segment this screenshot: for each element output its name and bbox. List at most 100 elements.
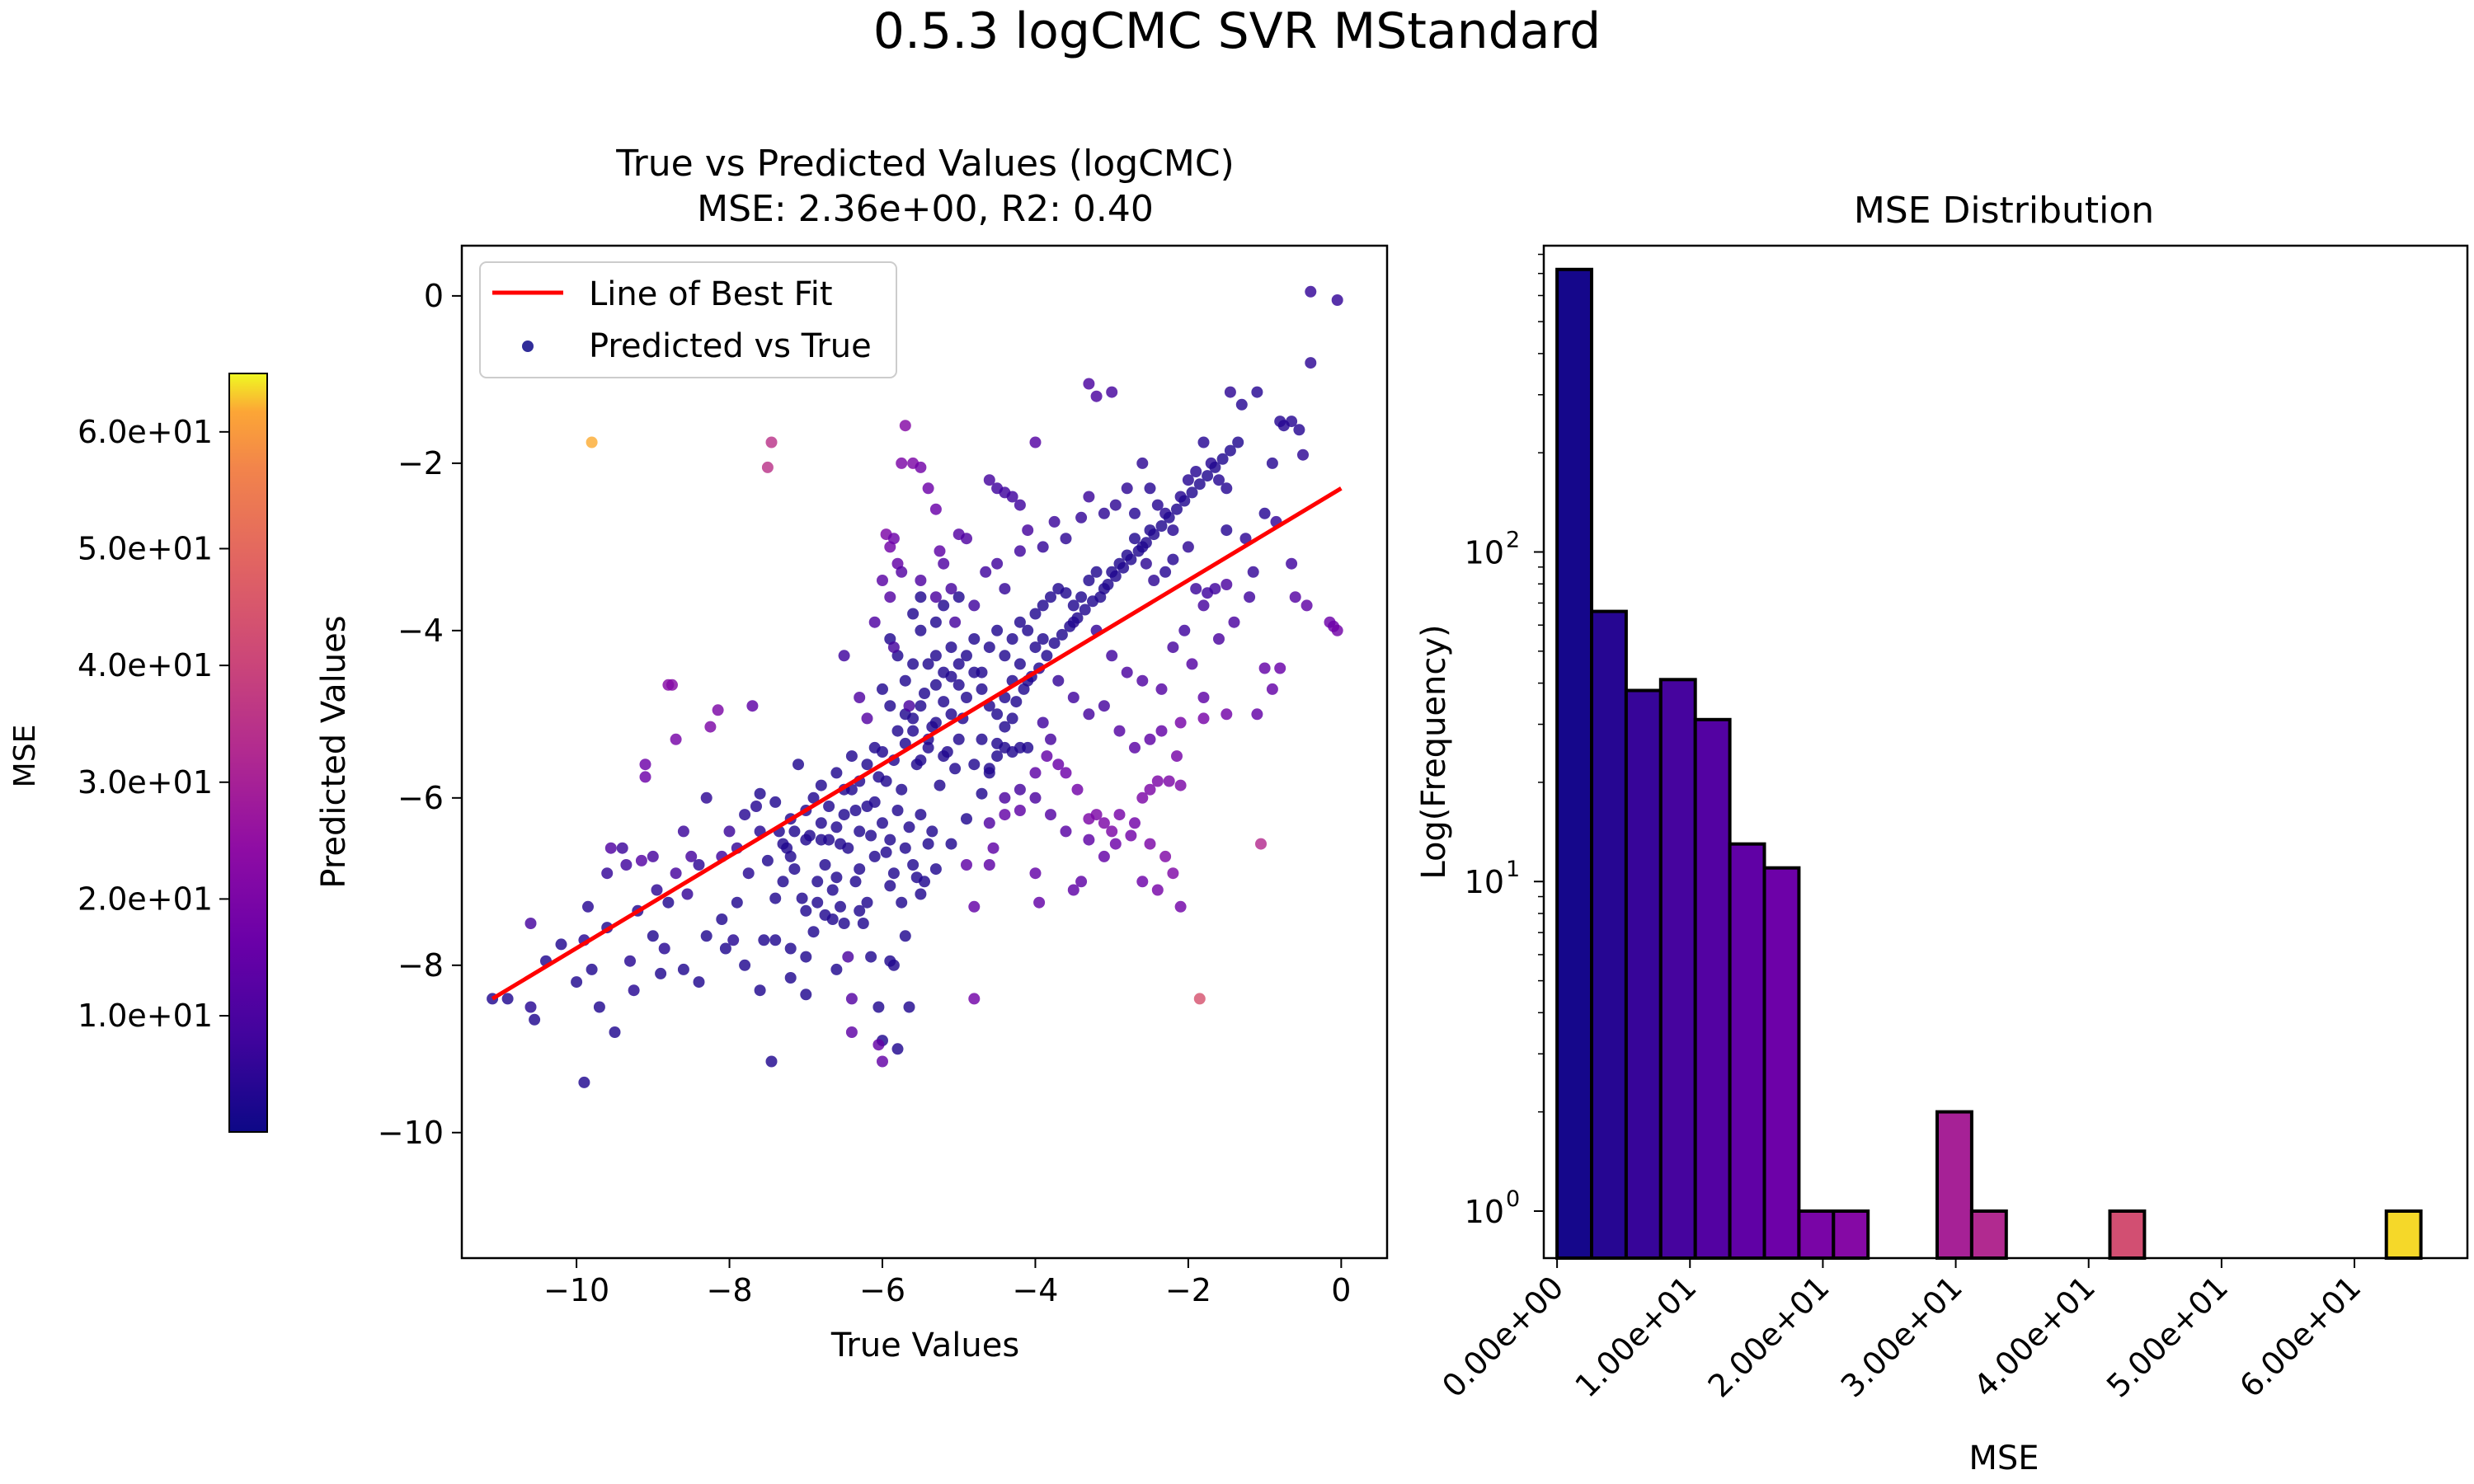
scatter-point [1083,834,1095,846]
scatter-point [830,821,843,834]
scatter-point [677,963,689,975]
scatter-point [941,746,953,758]
scatter-point [1079,603,1091,616]
scatter-x-tick-label: 0 [1331,1272,1351,1308]
scatter-point [1221,579,1233,590]
scatter-point [891,805,904,816]
scatter-point [968,993,981,1005]
scatter-point [807,791,820,804]
scatter-point [915,575,927,586]
histogram-y-tick-label: 10 [1465,864,1504,900]
scatter-point [899,842,911,854]
scatter-point [571,976,583,989]
scatter-point [1083,708,1095,721]
scatter-point [1213,633,1225,645]
scatter-point [1014,805,1026,816]
scatter-x-label: True Values [830,1327,1019,1364]
scatter-point [1178,495,1191,507]
scatter-point [620,859,633,871]
scatter-point [1129,507,1141,519]
scatter-y-ticks: −10 −8 −6 −4 −2 0 [378,278,462,1151]
scatter-point [861,896,873,909]
scatter-point [1029,641,1042,654]
scatter-point [1129,817,1141,829]
histogram-bar [1658,678,1697,1260]
scatter-point [1174,716,1187,729]
scatter-point [922,741,934,754]
scatter-point [952,733,965,745]
scatter-point [712,704,724,716]
scatter-point [769,796,782,808]
scatter-point [919,688,930,699]
histogram-bar [1762,866,1801,1260]
scatter-point [793,758,804,771]
scatter-point [877,575,888,586]
colorbar: 1.0e+01 2.0e+01 3.0e+01 4.0e+01 5.0e+01 6.0e+… [8,373,268,1133]
scatter-title-line2: MSE: 2.36e+00, R2: 0.40 [697,188,1154,230]
scatter-point [929,616,942,628]
scatter-point [896,783,908,796]
scatter-point [765,436,778,448]
scatter-point [1109,499,1122,511]
scatter-point [1075,511,1088,524]
scatter-x-tick-label: −8 [707,1272,753,1308]
scatter-point [1155,520,1168,532]
scatter-point [666,679,678,691]
scatter-x-ticks: −10 −8 −6 −4 −2 0 [543,1258,1351,1308]
scatter-point [1132,545,1145,557]
scatter-point [884,880,896,892]
scatter-point [1174,900,1187,913]
scatter-point [1029,867,1042,880]
scatter-point [1121,666,1133,679]
scatter-point [800,951,812,963]
scatter-point [1029,436,1042,448]
scatter-point [922,838,934,850]
scatter-point [976,733,988,745]
scatter-point [1297,448,1309,461]
scatter-point [639,771,651,783]
scatter-y-tick-label: −2 [397,445,444,481]
scatter-point [926,825,938,838]
scatter-point [1197,692,1210,703]
scatter-point [1037,633,1049,645]
scatter-point [1167,553,1179,566]
scatter-point [1140,537,1152,549]
scatter-point [1228,616,1240,628]
scatter-point [861,712,873,725]
scatter-point [903,700,915,712]
scatter-point [1258,662,1271,674]
scatter-point [835,838,846,850]
scatter-point [1041,650,1053,662]
scatter-point [1221,708,1233,721]
scatter-point [639,758,651,771]
scatter-point [915,888,927,900]
histogram-x-tick-label: 2.00e+01 [1701,1269,1837,1404]
scatter-point [1014,783,1026,796]
scatter-point [983,817,995,829]
scatter-point [1014,545,1026,557]
histogram-y-tick-exponent: 2 [1506,528,1520,553]
scatter-point [1045,809,1056,821]
best-fit-line [491,486,1343,1001]
scatter-point [788,825,801,838]
scatter-point [1067,884,1079,896]
histogram-y-tick-exponent: 1 [1506,857,1520,882]
scatter-point [765,1055,778,1068]
scatter-point [1239,533,1252,545]
scatter-point [961,533,972,545]
histogram-x-label: MSE [1968,1439,2039,1477]
scatter-point [1244,591,1256,603]
scatter-point [1102,579,1114,590]
scatter-point [647,930,659,942]
scatter-point [1113,725,1126,737]
scatter-point [1224,444,1236,457]
scatter-point [1106,650,1118,662]
scatter-point [655,967,667,979]
scatter-point [758,934,770,946]
scatter-point [693,859,705,871]
scatter-point [961,650,972,662]
scatter-point [1190,466,1202,477]
scatter-point [586,963,598,975]
scatter-point [887,867,900,880]
